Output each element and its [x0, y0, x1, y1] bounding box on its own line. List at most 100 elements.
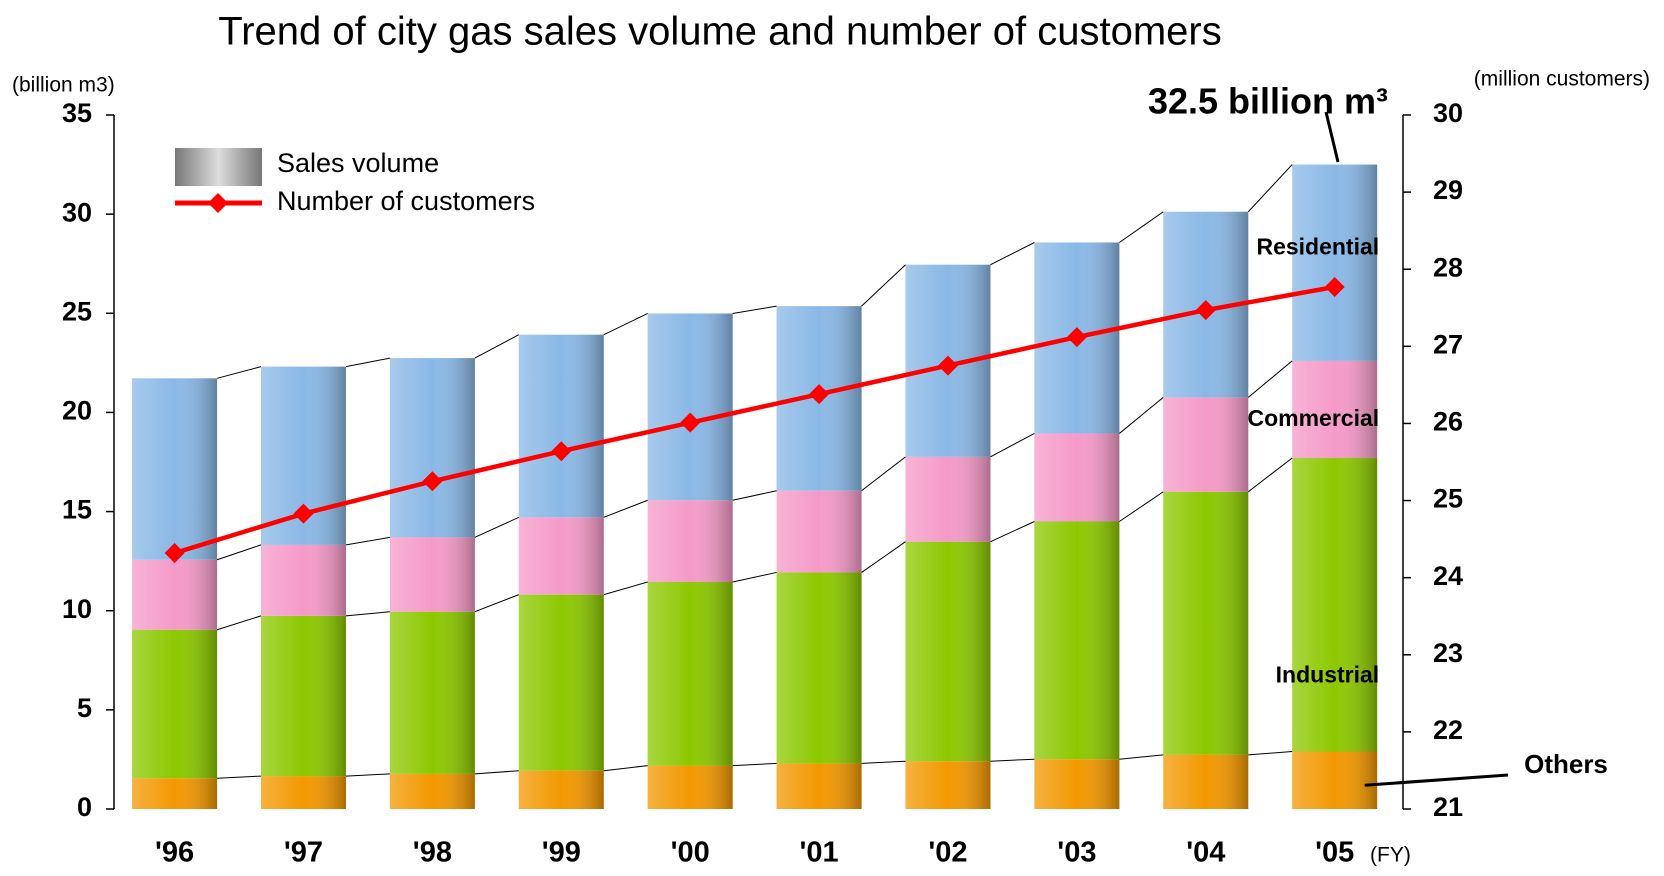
- bar-shade: [389, 537, 475, 612]
- connector: [990, 521, 1035, 543]
- segment-label: Industrial: [1276, 662, 1380, 688]
- connector: [1247, 360, 1293, 398]
- y2-tick-label: 28: [1433, 252, 1463, 282]
- connector: [603, 581, 648, 596]
- connector: [216, 366, 262, 379]
- bar-shade: [1163, 491, 1249, 755]
- y2-tick-label: 21: [1433, 792, 1463, 822]
- connector: [1247, 457, 1293, 493]
- connector: [990, 433, 1035, 458]
- x-tick-label: '99: [542, 837, 581, 869]
- connector: [1119, 211, 1164, 243]
- bar-shade: [132, 778, 218, 809]
- bar-shade: [518, 770, 604, 809]
- y2-tick-label: 29: [1433, 175, 1463, 205]
- connector: [474, 516, 519, 538]
- y-tick-label: 15: [62, 495, 92, 525]
- connector: [474, 334, 520, 359]
- legend-label: Sales volume: [277, 148, 439, 178]
- connector: [1247, 164, 1293, 213]
- line-marker: [937, 355, 958, 376]
- segment-label-leader: [1364, 773, 1509, 787]
- bar-shade: [905, 761, 991, 809]
- y-axis-label: (billion m3): [12, 74, 115, 97]
- bar-shade: [776, 490, 862, 573]
- y-tick-label: 30: [62, 197, 92, 227]
- y-tick-label: 20: [62, 396, 92, 426]
- line-marker: [422, 471, 443, 492]
- line: [173, 284, 1336, 556]
- segment-label: Residential: [1256, 234, 1379, 260]
- bar-shade: [1034, 759, 1120, 809]
- line-marker: [1066, 327, 1087, 348]
- bar-shade: [647, 765, 733, 809]
- y2-axis-label: (million customers): [1474, 68, 1650, 91]
- bar-shade: [1292, 751, 1378, 809]
- bar-shade: [776, 763, 862, 809]
- y-tick-label: 35: [62, 98, 92, 128]
- connector: [474, 594, 519, 613]
- connector: [345, 536, 390, 546]
- connector: [216, 544, 262, 561]
- connector: [732, 305, 777, 314]
- connector: [1119, 396, 1164, 434]
- x-tick-label: '97: [284, 837, 323, 869]
- bar-shade: [905, 541, 991, 762]
- line-marker: [1324, 276, 1345, 297]
- annotation-leader: [1324, 111, 1340, 163]
- bar-shade: [389, 358, 475, 538]
- bar-shade: [260, 615, 346, 777]
- chart-title: Trend of city gas sales volume and numbe…: [218, 10, 1221, 54]
- connector: [1119, 491, 1164, 522]
- legend-label: Number of customers: [277, 186, 535, 216]
- bar-shade: [1163, 754, 1249, 809]
- connector: [1119, 754, 1164, 760]
- line-marker: [293, 503, 314, 524]
- connector: [345, 611, 390, 617]
- connector: [861, 456, 906, 492]
- connector: [990, 242, 1035, 266]
- y2-tick-label: 27: [1433, 329, 1463, 359]
- x-tick-label: '05: [1315, 837, 1354, 869]
- y-tick-label: 25: [62, 296, 92, 326]
- bar-shade: [647, 581, 733, 766]
- line-marker: [809, 384, 830, 405]
- y2-tick-label: 25: [1433, 484, 1463, 514]
- line-marker: [551, 441, 572, 462]
- y2-tick-label: 30: [1433, 98, 1463, 128]
- line-marker: [680, 412, 701, 433]
- y2-tick-label: 23: [1433, 638, 1463, 668]
- connector: [1248, 750, 1293, 756]
- connector: [603, 765, 648, 772]
- bar-shade: [518, 517, 604, 595]
- segment-label: Commercial: [1248, 405, 1380, 431]
- x-tick-label: '98: [413, 837, 452, 869]
- connector: [990, 758, 1035, 762]
- bar-shade: [389, 611, 475, 774]
- bar-shade: [1034, 433, 1120, 522]
- connector: [861, 760, 906, 764]
- connector: [345, 773, 390, 777]
- y2-tick-label: 26: [1433, 407, 1463, 437]
- line-marker: [164, 542, 185, 563]
- bar-shade: [518, 594, 604, 771]
- bar-shade: [1034, 521, 1120, 760]
- x-tick-label: '02: [928, 837, 967, 869]
- bar-shade: [260, 776, 346, 809]
- bar-shade: [389, 773, 475, 809]
- connector: [345, 357, 390, 368]
- bar-shade: [776, 572, 862, 764]
- x-tick-label: '96: [155, 837, 194, 869]
- y-tick-label: 0: [77, 792, 92, 822]
- x-tick-label: '04: [1186, 837, 1225, 869]
- connector: [603, 313, 648, 336]
- bar-shade: [1292, 164, 1378, 361]
- line-marker: [1195, 300, 1216, 321]
- legend-bar-swatch: [175, 148, 262, 186]
- x-axis-label: (FY): [1370, 844, 1411, 867]
- y2-tick-label: 24: [1433, 561, 1463, 591]
- x-tick-label: '01: [800, 837, 839, 869]
- bar-shade: [518, 334, 604, 518]
- bar-shade: [647, 500, 733, 582]
